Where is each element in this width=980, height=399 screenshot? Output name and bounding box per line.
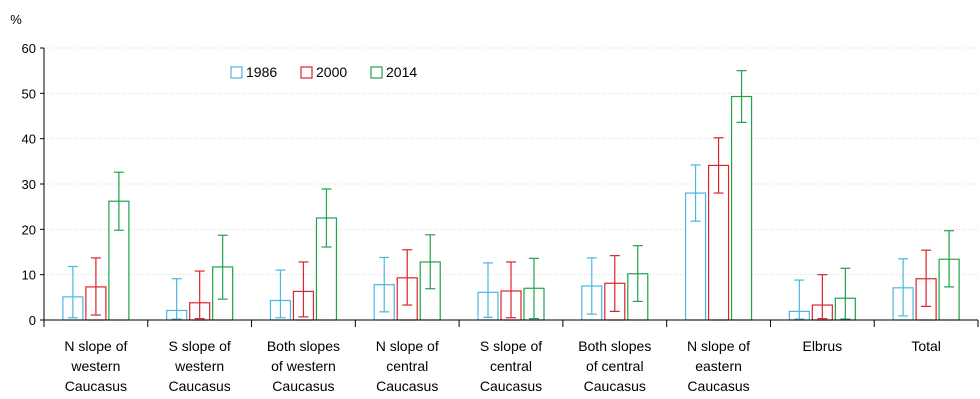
category-label: Caucasus — [65, 378, 127, 394]
category-label: western — [70, 358, 120, 374]
category-label: western — [174, 358, 224, 374]
legend-label: 1986 — [246, 64, 277, 80]
y-axis-label: % — [10, 12, 22, 27]
y-axis: 0 10 20 30 40 50 60 — [22, 41, 45, 328]
y-tick-label: 30 — [22, 177, 36, 192]
category-label: eastern — [695, 358, 742, 374]
category-label: Caucasus — [169, 378, 231, 394]
y-tick-label: 0 — [29, 313, 36, 328]
category-label: Elbrus — [802, 338, 842, 354]
legend: 1986 2000 2014 — [230, 64, 417, 80]
bars — [62, 70, 960, 321]
y-tick-label: 60 — [22, 41, 36, 56]
legend-swatch — [230, 66, 243, 79]
category-label: of western — [271, 358, 336, 374]
category-label: Total — [911, 338, 941, 354]
category-label: Both slopes — [267, 338, 340, 354]
category-label: S slope of — [480, 338, 542, 354]
category-label: of central — [586, 358, 644, 374]
category-label: Both slopes — [578, 338, 651, 354]
category-label: central — [490, 358, 532, 374]
x-axis: N slope of western Caucasus S slope of weste… — [43, 319, 979, 394]
category-label: Caucasus — [584, 378, 646, 394]
category-label: Caucasus — [272, 378, 334, 394]
legend-label: 2000 — [316, 64, 347, 80]
y-tick-label: 50 — [22, 86, 36, 101]
category-label: central — [386, 358, 428, 374]
category-label: N slope of — [64, 338, 127, 354]
category-label: N slope of — [376, 338, 439, 354]
category-label: Caucasus — [480, 378, 542, 394]
bar — [730, 95, 753, 321]
category-label: Caucasus — [687, 378, 749, 394]
category-label: Caucasus — [376, 378, 438, 394]
legend-swatch — [370, 66, 383, 79]
category-label: N slope of — [687, 338, 750, 354]
y-tick-label: 40 — [22, 132, 36, 147]
y-tick-label: 20 — [22, 222, 36, 237]
category-label: S slope of — [169, 338, 231, 354]
y-tick-label: 10 — [22, 268, 36, 283]
legend-swatch — [300, 66, 313, 79]
gridlines — [44, 47, 978, 276]
legend-label: 2014 — [386, 64, 417, 80]
